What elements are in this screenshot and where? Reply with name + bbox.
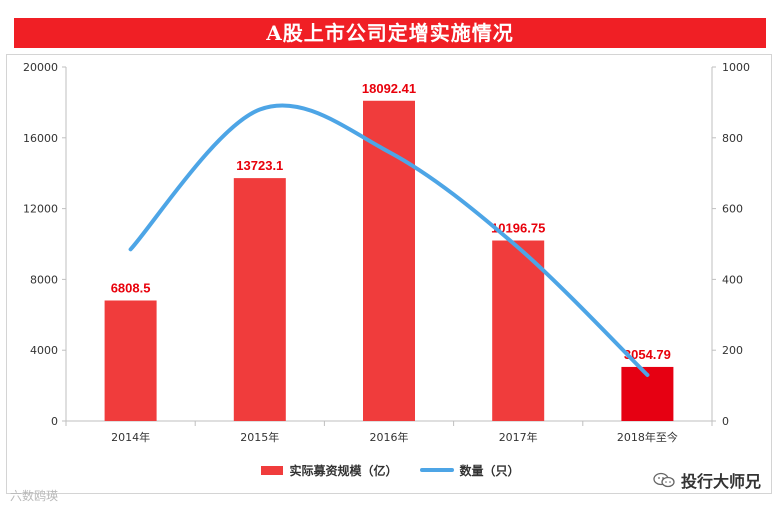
legend-swatch-line — [419, 468, 454, 472]
bar-data-label: 6808.5 — [111, 280, 151, 295]
y-left-tick-label: 0 — [51, 415, 58, 428]
bar-data-label: 18092.41 — [362, 81, 416, 96]
y-right-tick-label: 600 — [722, 203, 743, 216]
y-left-tick-label: 8000 — [30, 273, 58, 286]
bar-data-label: 3054.79 — [624, 347, 671, 362]
watermark-right-text: 投行大师兄 — [680, 472, 761, 491]
legend-label-bar: 实际募资规模（亿） — [289, 463, 398, 478]
y-left-tick-label: 20000 — [23, 61, 58, 74]
legend-swatch-bar — [261, 465, 284, 475]
legend-label-line: 数量（只） — [459, 463, 520, 478]
y-right-tick-label: 800 — [722, 132, 743, 145]
series-line — [128, 103, 650, 377]
y-right-tick-label: 200 — [722, 344, 743, 357]
bar — [233, 178, 286, 421]
wechat-icon — [653, 472, 675, 488]
y-right-tick-label: 1000 — [722, 61, 750, 74]
legend: 实际募资规模（亿） 数量（只） — [0, 460, 781, 480]
bar-data-label: 13723.1 — [236, 158, 283, 173]
x-tick-label: 2018年至今 — [617, 430, 678, 444]
bar-data-label: 10196.75 — [491, 221, 545, 236]
y-right-tick-label: 0 — [722, 415, 729, 428]
legend-item-line: 数量（只） — [419, 462, 520, 479]
watermark-left: 六数鸥瑛 — [10, 487, 58, 504]
bar — [104, 300, 157, 421]
y-left-tick-label: 16000 — [23, 132, 58, 145]
x-tick-label: 2015年 — [240, 430, 279, 444]
chart-title: A股上市公司定增实施情况 — [14, 18, 766, 48]
x-tick-label: 2016年 — [370, 430, 409, 444]
x-tick-label: 2014年 — [111, 430, 150, 444]
legend-item-bar: 实际募资规模（亿） — [261, 462, 398, 479]
x-tick-label: 2017年 — [499, 430, 538, 444]
bar — [363, 100, 415, 421]
bar — [492, 240, 545, 421]
watermark-left-text: 六数鸥瑛 — [10, 489, 59, 503]
watermark-right: 投行大师兄 — [653, 468, 761, 492]
y-left-tick-label: 12000 — [23, 203, 58, 216]
y-right-tick-label: 400 — [722, 273, 743, 286]
y-left-tick-label: 4000 — [30, 344, 58, 357]
